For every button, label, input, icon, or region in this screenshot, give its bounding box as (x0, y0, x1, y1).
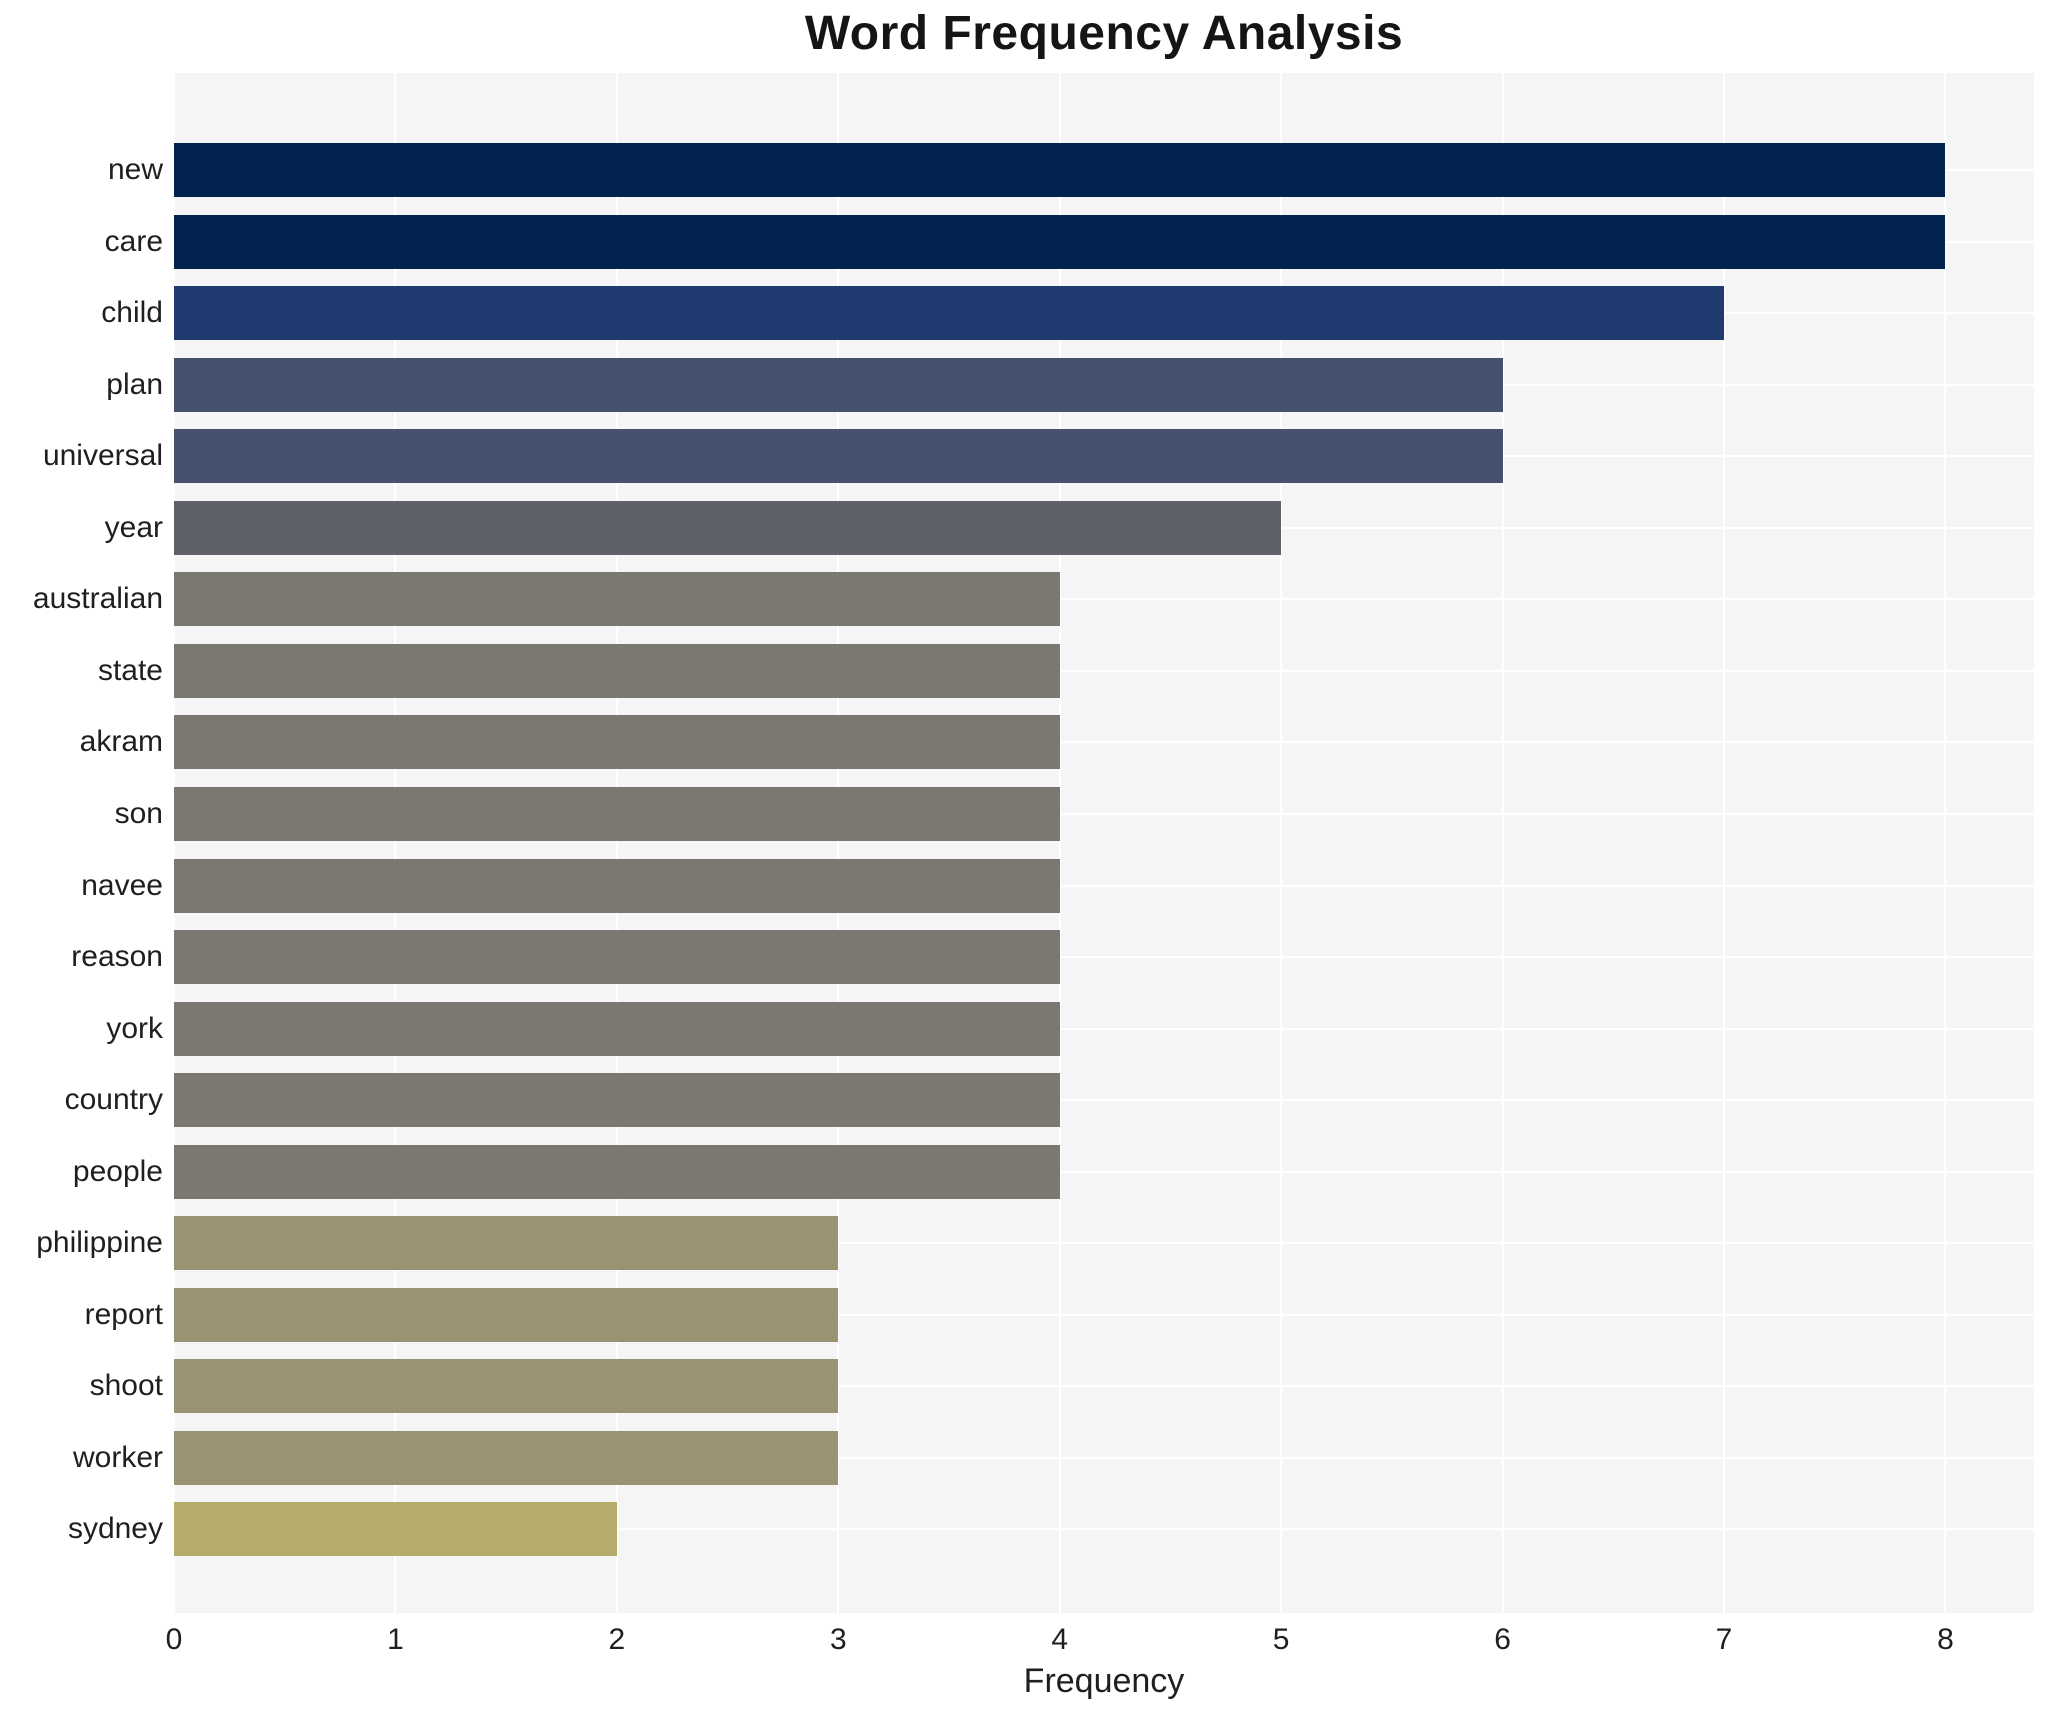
h-gridline (174, 812, 2034, 815)
y-label-universal: universal (42, 439, 163, 473)
h-gridline (174, 1313, 2034, 1316)
v-gridline (173, 73, 175, 1613)
y-label-son: son (114, 796, 163, 830)
y-label-australian: australian (32, 582, 163, 616)
bar-new (174, 143, 1946, 197)
y-label-report: report (84, 1297, 163, 1331)
bar-report (174, 1287, 839, 1342)
y-label-york: york (106, 1011, 163, 1045)
x-tick-4: 4 (1051, 1623, 1069, 1656)
v-gridline (1280, 73, 1283, 1613)
h-gridline (174, 741, 2034, 744)
bar-son (174, 786, 1060, 841)
bar-navee (174, 858, 1060, 913)
y-label-philippine: philippine (36, 1226, 163, 1260)
y-label-country: country (64, 1083, 163, 1117)
y-label-year: year (104, 510, 163, 544)
y-label-care: care (104, 224, 163, 258)
h-gridline (174, 1027, 2034, 1030)
h-gridline (174, 884, 2034, 887)
bar-reason (174, 930, 1060, 985)
bar-country (174, 1073, 1060, 1128)
y-label-shoot: shoot (89, 1369, 163, 1403)
chart-title: Word Frequency Analysis (804, 7, 1404, 60)
bar-care (174, 214, 1946, 269)
bar-child (174, 286, 1724, 341)
y-label-worker: worker (72, 1440, 163, 1474)
y-label-child: child (101, 296, 163, 330)
bar-shoot (174, 1359, 839, 1414)
h-gridline (174, 1385, 2034, 1388)
bar-people (174, 1144, 1060, 1199)
bar-year (174, 500, 1282, 555)
h-gridline (174, 1242, 2034, 1245)
bar-worker (174, 1430, 839, 1485)
v-gridline (837, 73, 840, 1613)
x-tick-0: 0 (165, 1623, 183, 1656)
bar-state (174, 643, 1060, 698)
y-label-new: new (107, 153, 163, 186)
plot-area (173, 73, 2034, 1613)
y-label-reason: reason (71, 940, 163, 974)
h-gridline (174, 669, 2034, 672)
y-label-plan: plan (106, 367, 163, 401)
y-label-akram: akram (79, 725, 163, 759)
x-tick-8: 8 (1937, 1623, 1954, 1656)
y-label-people: people (72, 1154, 163, 1188)
bar-philippine (174, 1216, 839, 1271)
y-label-state: state (97, 653, 163, 687)
h-gridline (174, 956, 2034, 959)
y-label-navee: navee (81, 868, 163, 902)
bar-akram (174, 715, 1060, 770)
x-tick-6: 6 (1494, 1623, 1511, 1656)
x-tick-7: 7 (1715, 1623, 1733, 1656)
h-gridline (174, 1099, 2034, 1102)
h-gridline (174, 598, 2034, 601)
h-gridline (174, 1170, 2034, 1173)
bar-australian (174, 572, 1060, 627)
bar-universal (174, 429, 1503, 484)
v-gridline (394, 73, 397, 1613)
h-gridline (174, 1528, 2034, 1531)
x-tick-5: 5 (1272, 1623, 1290, 1656)
v-gridline (1944, 73, 1947, 1613)
x-tick-3: 3 (829, 1623, 847, 1656)
x-tick-1: 1 (387, 1623, 404, 1656)
y-label-sydney: sydney (67, 1512, 163, 1546)
bar-plan (174, 357, 1503, 412)
v-gridline (1058, 73, 1061, 1613)
x-axis-title: Frequency (1023, 1662, 1185, 1700)
v-gridline (1723, 73, 1725, 1613)
bar-york (174, 1001, 1060, 1056)
v-gridline (615, 73, 618, 1613)
v-gridline (1501, 73, 1504, 1613)
h-gridline (174, 1456, 2034, 1459)
bar-sydney (174, 1502, 617, 1557)
x-tick-2: 2 (608, 1623, 626, 1656)
